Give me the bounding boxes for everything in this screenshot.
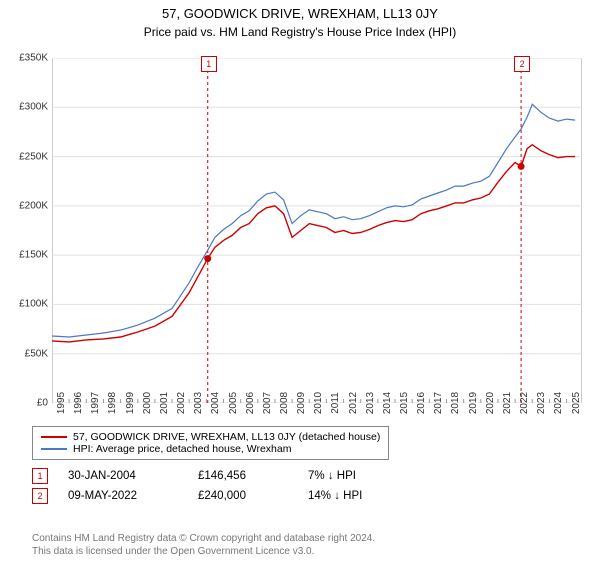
legend: 57, GOODWICK DRIVE, WREXHAM, LL13 0JY (d… xyxy=(32,426,389,460)
sale-rows: 1 30-JAN-2004 £146,456 7% ↓ HPI 2 09-MAY… xyxy=(32,468,572,504)
y-tick-label: £50K xyxy=(25,348,52,359)
legend-and-sales: 57, GOODWICK DRIVE, WREXHAM, LL13 0JY (d… xyxy=(32,426,572,508)
y-tick-label: £100K xyxy=(19,299,52,310)
x-tick-label: 2020 xyxy=(481,392,496,414)
legend-swatch xyxy=(41,436,67,438)
x-tick-label: 2023 xyxy=(532,392,547,414)
footer: Contains HM Land Registry data © Crown c… xyxy=(32,532,572,558)
sale-delta: 7% ↓ HPI xyxy=(308,470,356,482)
x-tick-label: 2005 xyxy=(224,392,239,414)
legend-label: 57, GOODWICK DRIVE, WREXHAM, LL13 0JY (d… xyxy=(73,431,380,443)
x-tick-label: 2007 xyxy=(258,392,273,414)
x-tick-label: 2016 xyxy=(412,392,427,414)
y-tick-label: £350K xyxy=(19,53,52,64)
sale-date: 09-MAY-2022 xyxy=(68,490,178,502)
legend-item-property: 57, GOODWICK DRIVE, WREXHAM, LL13 0JY (d… xyxy=(41,431,380,443)
sale-delta: 14% ↓ HPI xyxy=(308,490,362,502)
x-tick-label: 2003 xyxy=(189,392,204,414)
legend-swatch xyxy=(41,448,67,450)
chart-svg xyxy=(52,58,582,403)
x-tick-label: 2024 xyxy=(549,392,564,414)
x-tick-label: 2010 xyxy=(309,392,324,414)
y-tick-label: £0 xyxy=(37,398,52,409)
x-tick-label: 2011 xyxy=(326,392,341,414)
y-tick-label: £200K xyxy=(19,200,52,211)
x-tick-label: 1995 xyxy=(52,392,67,414)
x-tick-label: 1997 xyxy=(86,392,101,414)
y-tick-label: £150K xyxy=(19,250,52,261)
sale-price: £240,000 xyxy=(198,490,288,502)
x-tick-label: 1998 xyxy=(103,392,118,414)
x-tick-label: 2012 xyxy=(344,392,359,414)
sale-row: 2 09-MAY-2022 £240,000 14% ↓ HPI xyxy=(32,488,572,504)
x-tick-label: 2002 xyxy=(172,392,187,414)
x-tick-label: 2019 xyxy=(464,392,479,414)
x-tick-label: 2015 xyxy=(395,392,410,414)
y-tick-label: £250K xyxy=(19,151,52,162)
x-tick-label: 2000 xyxy=(138,392,153,414)
x-tick-label: 2004 xyxy=(206,392,221,414)
x-tick-label: 1999 xyxy=(121,392,136,414)
legend-item-hpi: HPI: Average price, detached house, Wrex… xyxy=(41,443,380,455)
sale-price: £146,456 xyxy=(198,470,288,482)
x-tick-label: 2006 xyxy=(241,392,256,414)
sale-marker-flag: 2 xyxy=(514,56,530,72)
page-title: 57, GOODWICK DRIVE, WREXHAM, LL13 0JY xyxy=(0,6,600,21)
x-tick-label: 2008 xyxy=(275,392,290,414)
legend-label: HPI: Average price, detached house, Wrex… xyxy=(73,443,292,455)
x-tick-label: 2017 xyxy=(429,392,444,414)
x-tick-label: 2014 xyxy=(378,392,393,414)
sale-marker-flag: 1 xyxy=(201,56,217,72)
footer-line: This data is licensed under the Open Gov… xyxy=(32,545,572,558)
sale-row: 1 30-JAN-2004 £146,456 7% ↓ HPI xyxy=(32,468,572,484)
x-tick-label: 2018 xyxy=(446,392,461,414)
chart-area: £0£50K£100K£150K£200K£250K£300K£350K1995… xyxy=(52,58,582,403)
page-subtitle: Price paid vs. HM Land Registry's House … xyxy=(0,25,600,39)
x-tick-label: 2013 xyxy=(361,392,376,414)
x-tick-label: 2022 xyxy=(515,392,530,414)
x-tick-label: 2025 xyxy=(567,392,582,414)
footer-line: Contains HM Land Registry data © Crown c… xyxy=(32,532,572,545)
x-tick-label: 2021 xyxy=(498,392,513,414)
x-tick-label: 1996 xyxy=(69,392,84,414)
x-tick-label: 2009 xyxy=(292,392,307,414)
sale-marker-icon: 1 xyxy=(32,468,48,484)
x-tick-label: 2001 xyxy=(155,392,170,414)
y-tick-label: £300K xyxy=(19,102,52,113)
sale-marker-icon: 2 xyxy=(32,488,48,504)
sale-date: 30-JAN-2004 xyxy=(68,470,178,482)
